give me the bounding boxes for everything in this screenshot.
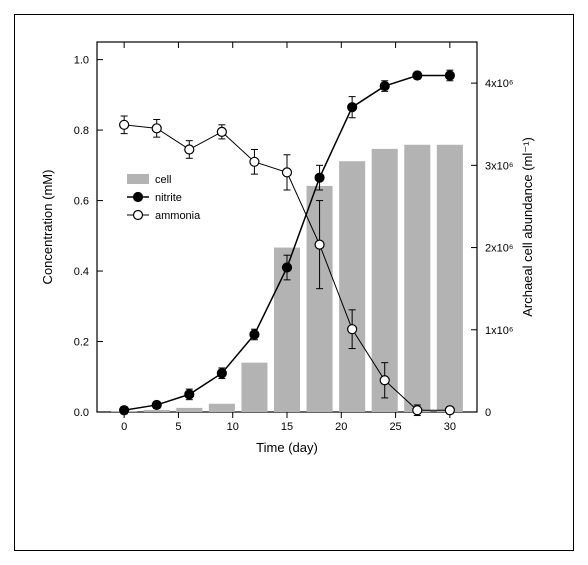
svg-text:5: 5 — [175, 421, 181, 433]
svg-text:4x10⁶: 4x10⁶ — [485, 78, 513, 90]
marker-nitrite — [217, 369, 226, 378]
svg-text:15: 15 — [281, 421, 293, 433]
legend-label: nitrite — [155, 192, 182, 204]
svg-text:2x10⁶: 2x10⁶ — [485, 243, 513, 255]
page: 0 5 10 15 20 25 30 Time (day) 0.0 0.2 0.4 0.6 0.8 1.0… — [0, 0, 588, 565]
chart-container: 0 5 10 15 20 25 30 Time (day) 0.0 0.2 0.4 0.6 0.8 1.0… — [22, 22, 552, 492]
marker-ammonia — [283, 168, 292, 177]
marker-ammonia — [413, 406, 422, 415]
marker-nitrite — [413, 71, 422, 80]
svg-text:0.6: 0.6 — [74, 196, 89, 208]
marker-nitrite — [445, 71, 454, 80]
bar-cell — [437, 145, 463, 412]
marker-ammonia — [217, 127, 226, 136]
marker-ammonia — [152, 124, 161, 133]
chart: 0 5 10 15 20 25 30 Time (day) 0.0 0.2 0.4 0.6 0.8 1.0… — [22, 22, 552, 492]
svg-text:10: 10 — [227, 421, 239, 433]
bar-cell — [339, 161, 365, 412]
marker-ammonia — [445, 406, 454, 415]
svg-text:1x10⁶: 1x10⁶ — [485, 325, 513, 337]
marker-ammonia — [250, 157, 259, 166]
svg-text:30: 30 — [444, 421, 456, 433]
svg-text:0.4: 0.4 — [74, 266, 89, 278]
legend: cell nitrite ammonia — [127, 174, 201, 222]
svg-text:0.8: 0.8 — [74, 125, 89, 137]
marker-ammonia — [120, 120, 129, 129]
x-axis-label: Time (day) — [256, 440, 318, 455]
svg-text:1.0: 1.0 — [74, 55, 89, 67]
marker-nitrite — [315, 173, 324, 182]
bar-cell — [144, 410, 170, 412]
bar-cell — [404, 145, 430, 412]
marker-nitrite — [152, 400, 161, 409]
svg-text:0: 0 — [121, 421, 127, 433]
marker-ammonia — [380, 376, 389, 385]
marker-nitrite — [185, 390, 194, 399]
marker-ammonia — [185, 145, 194, 154]
marker-nitrite — [250, 330, 259, 339]
legend-label: cell — [155, 174, 172, 186]
y-right-label: Archaeal cell abundance (ml⁻¹) — [520, 137, 535, 317]
y-left-label: Concentration (mM) — [40, 170, 55, 285]
marker-nitrite — [348, 103, 357, 112]
bar-cell — [176, 408, 202, 412]
svg-text:20: 20 — [335, 421, 347, 433]
legend-label: ammonia — [155, 210, 201, 222]
bar-cell — [241, 363, 267, 412]
marker-nitrite — [120, 406, 129, 415]
svg-text:0.0: 0.0 — [74, 407, 89, 419]
svg-text:0: 0 — [485, 407, 491, 419]
marker-ammonia — [348, 325, 357, 334]
svg-text:0.2: 0.2 — [74, 337, 89, 349]
marker-ammonia — [315, 240, 324, 249]
svg-text:3x10⁶: 3x10⁶ — [485, 160, 513, 172]
svg-text:25: 25 — [389, 421, 401, 433]
marker-nitrite — [380, 82, 389, 91]
bar-cell — [209, 404, 235, 412]
marker-nitrite — [283, 263, 292, 272]
